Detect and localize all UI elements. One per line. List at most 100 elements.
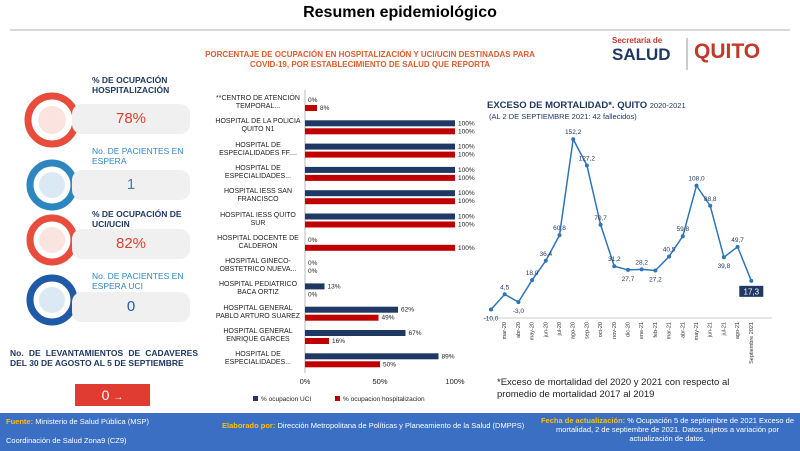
point [502, 292, 507, 297]
kpi-label: % DE OCUPACIÓN DE UCI/UCIN [92, 209, 182, 229]
bar [305, 306, 398, 313]
value-label: 100% [458, 222, 475, 229]
point [694, 183, 699, 188]
footer-elaborado: Elaborado por: Dirección Metropolitana d… [222, 421, 532, 430]
bar [305, 353, 439, 360]
cadaveres-label: No. DE LEVANTAMIENTOS DE CADAVERES DEL 3… [10, 348, 198, 368]
value: Dirección Metropolitana de Políticas y P… [277, 421, 525, 430]
label: Fuente: [6, 417, 34, 426]
bar [305, 198, 455, 205]
point [708, 203, 713, 208]
x-tick-label: sep-20 [584, 322, 590, 339]
value-label: 0% [308, 237, 318, 244]
value-label: 100% [458, 152, 475, 159]
x-tick-label: ago-20 [571, 322, 577, 339]
kpi-label: % DE OCUPACIÓN HOSPITALIZACIÓN [92, 75, 170, 95]
point [516, 300, 521, 305]
bar [305, 221, 455, 228]
value: Ministerio de Salud Pública (MSP) [35, 417, 149, 426]
value-label: 100% [458, 167, 475, 174]
x-tick-label: jun-20 [543, 322, 549, 338]
value-label: 100% [458, 190, 475, 197]
footer [0, 413, 800, 451]
bar [305, 151, 455, 158]
point [612, 264, 617, 269]
bar [305, 213, 455, 220]
value-label: 8% [320, 105, 330, 112]
point [721, 255, 726, 260]
category-label: HOSPITAL GINECO-OBSTETRICO NUEVA... [219, 258, 297, 274]
category-label: HOSPITAL IESS QUITO SUR [220, 211, 296, 227]
value-label: 100% [458, 128, 475, 135]
category-label: HOSPITAL GENERAL PABLO ARTURO SUAREZ [215, 304, 301, 320]
kpi-value: 1 [72, 170, 190, 200]
value-label: -10,0 [484, 316, 499, 323]
x-tick-label: jul-20 [557, 322, 563, 336]
value-label: 36,4 [539, 251, 552, 258]
value-label: 70,7 [594, 215, 607, 222]
bar [305, 314, 379, 321]
kpi-value: 78% [72, 104, 190, 134]
category-label: **CENTRO DE ATENCIÓN TEMPORAL... [216, 95, 300, 110]
value-label: 31,2 [608, 256, 621, 263]
value-label: 28,2 [635, 259, 648, 266]
value-label: 49,7 [731, 237, 744, 244]
point [530, 278, 535, 283]
x-tick-label: 0% [300, 377, 311, 386]
point [598, 222, 603, 227]
title-suffix: 2020-2021 [649, 101, 686, 110]
logo-text: SALUD [612, 45, 671, 64]
x-tick-label: may-20 [530, 322, 536, 340]
bar [305, 105, 317, 111]
line [490, 136, 752, 311]
line-chart-note: *Exceso de mortalidad del 2020 y 2021 co… [497, 377, 730, 400]
line-chart-title: EXCESO DE MORTALIDAD*. QUITO 2020-2021 [487, 100, 686, 111]
line-chart-subtitle: (AL 2 DE SEPTIEMBRE 2021: 42 fallecidos) [489, 112, 637, 121]
x-tick-label: nov-20 [612, 322, 618, 339]
point [680, 234, 685, 239]
x-tick-label: Septiembre 2021 [749, 322, 755, 364]
value-label: 108,0 [688, 176, 705, 183]
kpi-value: 82% [72, 229, 190, 259]
value-label: 88,8 [704, 196, 717, 203]
highlight-box [739, 285, 764, 297]
point [543, 258, 548, 263]
x-tick-label: may-21 [694, 322, 700, 340]
point [571, 137, 576, 142]
title: EXCESO DE MORTALIDAD*. QUITO [487, 100, 648, 111]
point [653, 268, 658, 273]
label: Fecha de actualización: [540, 416, 626, 425]
value-label: 50% [383, 361, 396, 368]
bar [305, 166, 455, 173]
x-tick-label: ago-21 [735, 322, 741, 339]
x-tick-label: 50% [372, 377, 387, 386]
legend-label: % ocupacion UCI [261, 396, 311, 403]
bar [305, 330, 406, 336]
value-label: 100% [458, 175, 475, 182]
bar [305, 244, 455, 251]
x-tick-label: abr-20 [516, 322, 522, 338]
value-label: 16% [332, 338, 345, 345]
arrow-icon: → [113, 392, 124, 403]
category-label: HOSPITAL DE ESPECIALIDADES... [224, 351, 292, 367]
footer-fecha: Fecha de actualización: % Ocupación 5 de… [540, 416, 795, 443]
value-label: 27,2 [649, 276, 662, 283]
value-label: 100% [458, 245, 475, 252]
category-label: HOSPITAL DE ESPECIALIDADES... [224, 164, 292, 180]
cadaveres-value: 0 → [75, 384, 150, 406]
value-label: 13% [328, 283, 341, 290]
value-label: 27,7 [622, 276, 635, 283]
value: 0 [101, 387, 110, 403]
value-label: 0% [308, 97, 318, 104]
value-label: 127,2 [579, 155, 596, 162]
kpi-label: No. DE PACIENTES EN ESPERA UCI [92, 271, 184, 291]
logo-text: QUITO [694, 40, 761, 63]
x-tick-label: ene-21 [639, 322, 645, 339]
page-title: Resumen epidemiológico [303, 4, 497, 21]
value-label: 59,8 [676, 226, 689, 233]
value-label: 100% [458, 198, 475, 205]
value-label: 62% [401, 307, 414, 314]
legend-label: % ocupacion hospitalizacion [343, 396, 425, 403]
